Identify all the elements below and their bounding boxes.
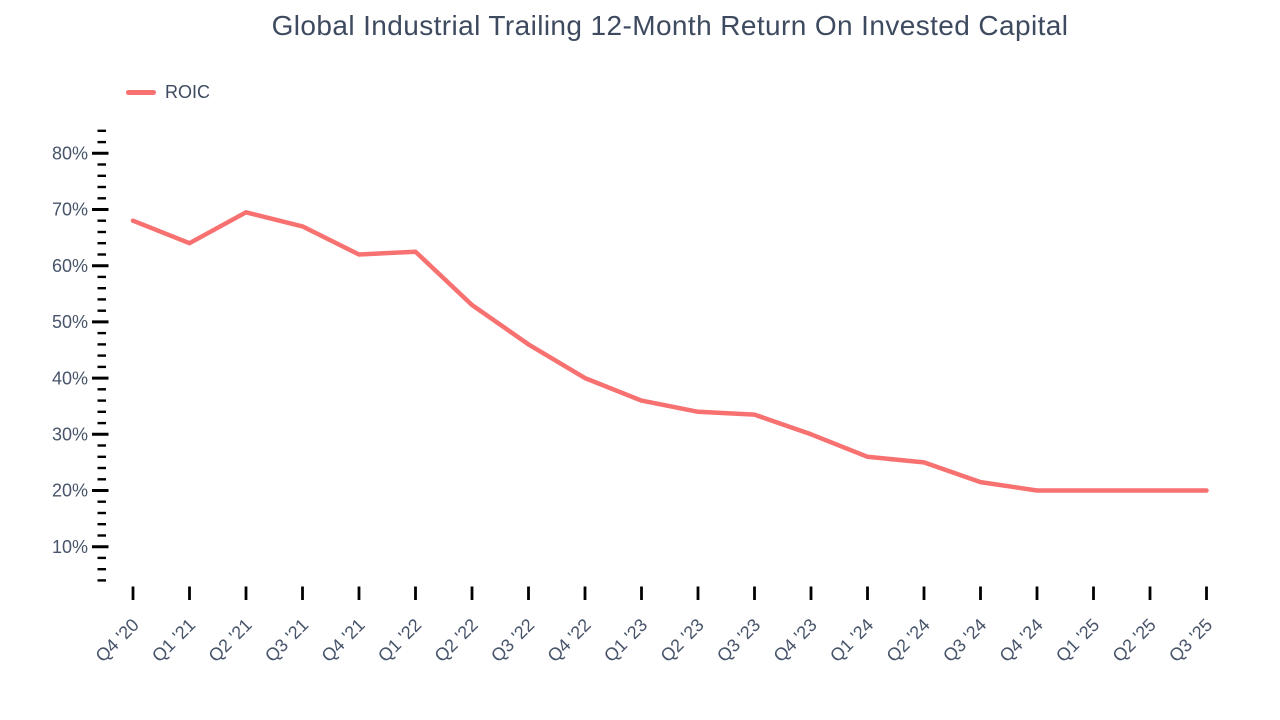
roic-series-line: [130, 210, 1209, 493]
y-axis-tick-label: 70%: [52, 200, 88, 220]
x-axis-tick-label: Q1 '24: [826, 615, 877, 666]
x-axis-tick-label: Q3 '24: [939, 615, 990, 666]
x-axis-tick-label: Q2 '25: [1109, 615, 1160, 666]
x-axis-tick-label: Q4 '24: [996, 615, 1047, 666]
legend-swatch-roic-icon: [126, 90, 156, 95]
legend-label-roic: ROIC: [165, 82, 210, 102]
x-axis-tick-label: Q4 '23: [770, 615, 821, 666]
x-axis-tick-label: Q2 '24: [883, 615, 934, 666]
y-axis-tick-label: 50%: [52, 312, 88, 332]
y-axis-tick-label: 10%: [52, 537, 88, 557]
y-axis-tick-label: 40%: [52, 368, 88, 388]
x-axis-tick-label: Q4 '21: [318, 615, 369, 666]
x-axis-tick-label: Q1 '21: [148, 615, 199, 666]
chart-title: Global Industrial Trailing 12-Month Retu…: [271, 10, 1069, 41]
x-axis-tick-label: Q4 '22: [544, 615, 595, 666]
legend: ROIC: [126, 82, 210, 102]
x-axis-tick-label: Q2 '22: [431, 615, 482, 666]
x-axis-tick-label: Q2 '21: [205, 615, 256, 666]
x-axis-tick-label: Q1 '22: [374, 615, 425, 666]
x-axis-tick-label: Q3 '23: [713, 615, 764, 666]
y-axis-tick-label: 60%: [52, 256, 88, 276]
y-axis-tick-label: 80%: [52, 144, 88, 164]
y-axis-tick-label: 20%: [52, 481, 88, 501]
x-axis-tick-label: Q3 '22: [487, 615, 538, 666]
x-axis-tick-label: Q1 '23: [600, 615, 651, 666]
x-axis-tick-label: Q1 '25: [1052, 615, 1103, 666]
x-axis-tick-label: Q3 '21: [261, 615, 312, 666]
y-axis-tick-label: 30%: [52, 425, 88, 445]
x-axis-tick-label: Q2 '23: [657, 615, 708, 666]
x-axis-tick-label: Q3 '25: [1165, 615, 1216, 666]
x-axis-tick-label: Q4 '20: [92, 615, 143, 666]
